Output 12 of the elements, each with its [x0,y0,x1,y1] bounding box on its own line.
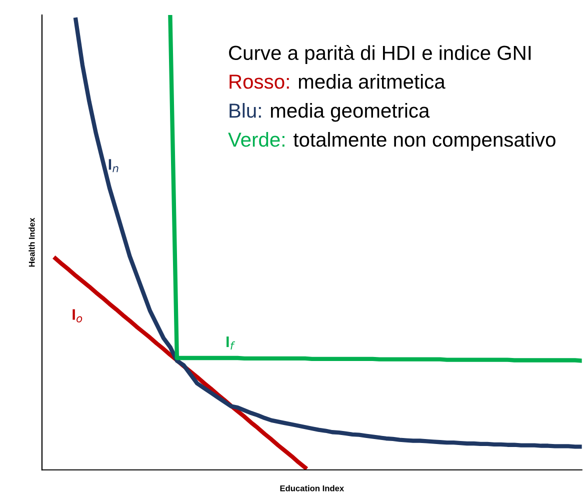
x-axis-title: Education Index [280,485,344,492]
annotation: media geometrica [270,103,430,122]
series-label: I$_{f}$ [226,336,236,350]
annotation: media aritmetica [298,74,446,89]
annotation: totalmente non compensativo [293,132,556,151]
series-label: I$_{o}$ [72,309,82,322]
y-axis-title: Health Index [28,218,35,267]
annotation: Curve a parità di HDI e indice GNI [229,45,531,64]
series-label: I$_{n}$ [108,159,118,172]
annotation: Verde: [228,132,284,147]
annotation: Blu: [230,103,261,118]
annotation: Rosso: [230,74,289,89]
